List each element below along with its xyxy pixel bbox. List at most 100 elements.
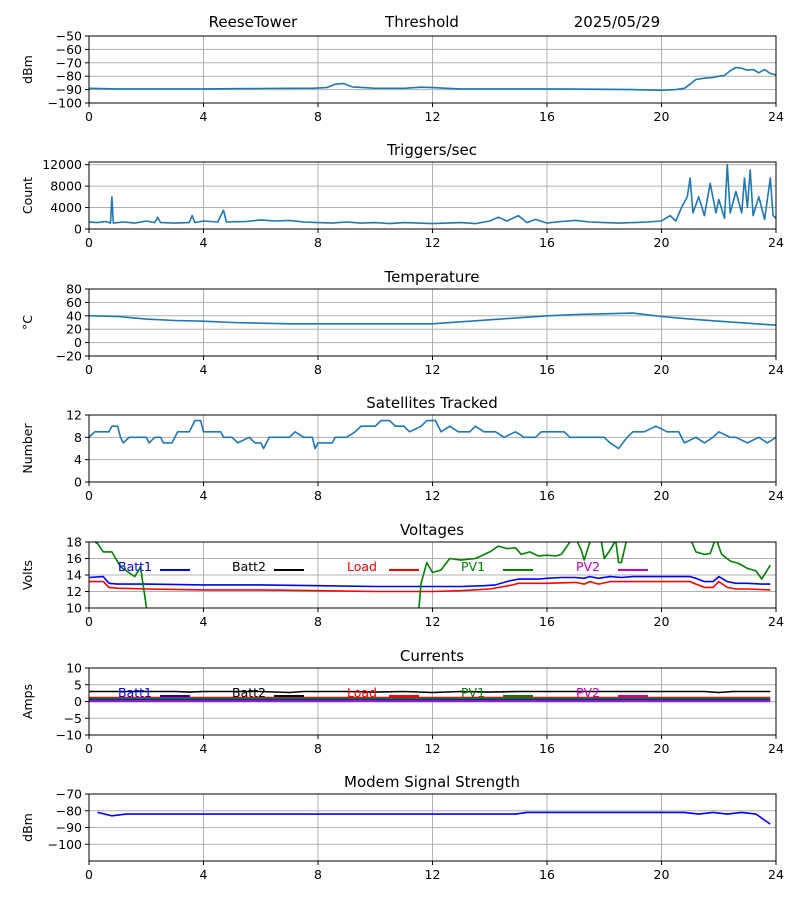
voltages-x-tick-label: 24 xyxy=(768,614,784,629)
satellites-series-0 xyxy=(89,419,776,450)
temperature-y-tick-label: −20 xyxy=(56,349,82,364)
modem-x-tick-label: 12 xyxy=(425,867,441,882)
currents-x-tick-label: 0 xyxy=(85,741,93,756)
currents-x-tick-label: 12 xyxy=(425,741,441,756)
voltages-series-batt1 xyxy=(89,575,771,588)
modem-x-tick-label: 0 xyxy=(85,867,93,882)
voltages-x-tick-label: 20 xyxy=(654,614,670,629)
currents-legend-batt1: Batt1 xyxy=(118,685,152,700)
temperature-y-tick-label: 0 xyxy=(74,335,82,350)
triggers-y-tick-label: 12000 xyxy=(42,157,82,172)
currents-x-tick-label: 24 xyxy=(768,741,784,756)
modem-y-tick-label: −90 xyxy=(56,820,82,835)
temperature-x-tick-label: 12 xyxy=(425,362,441,377)
triggers-x-tick-label: 0 xyxy=(85,235,93,250)
temperature-title: Temperature xyxy=(383,268,479,286)
voltages-legend-pv1: PV1 xyxy=(461,559,485,574)
voltages-y-tick-label: 10 xyxy=(66,601,82,616)
voltages-y-tick-label: 16 xyxy=(66,551,82,566)
temperature-y-tick-label: 80 xyxy=(66,282,82,297)
satellites-y-tick-label: 8 xyxy=(74,430,82,445)
currents-x-tick-label: 8 xyxy=(314,741,322,756)
satellites-x-tick-label: 20 xyxy=(654,488,670,503)
voltages-series-load xyxy=(89,580,771,593)
satellites-y-tick-label: 4 xyxy=(74,452,82,467)
voltages-series-pv1 xyxy=(93,542,771,608)
voltages-legend-batt2: Batt2 xyxy=(232,559,266,574)
triggers-title: Triggers/sec xyxy=(386,141,477,159)
satellites-x-tick-label: 8 xyxy=(314,488,322,503)
triggers-x-tick-label: 8 xyxy=(314,235,322,250)
triggers-x-tick-label: 16 xyxy=(539,235,555,250)
modem-series-0 xyxy=(97,811,771,825)
threshold-y-tick-label: −80 xyxy=(56,69,82,84)
currents-y-tick-label: −10 xyxy=(56,728,82,743)
threshold-x-tick-label: 8 xyxy=(314,109,322,124)
voltages-title: Voltages xyxy=(400,521,464,539)
threshold-x-tick-label: 20 xyxy=(654,109,670,124)
temperature-x-tick-label: 20 xyxy=(654,362,670,377)
threshold-x-tick-label: 0 xyxy=(85,109,93,124)
temperature-x-tick-label: 8 xyxy=(314,362,322,377)
threshold-y-axis-label: dBm xyxy=(20,55,35,84)
satellites-x-tick-label: 16 xyxy=(539,488,555,503)
currents-legend-load: Load xyxy=(347,685,377,700)
modem-y-tick-label: −100 xyxy=(48,837,82,852)
modem-y-axis-label: dBm xyxy=(20,813,35,842)
voltages-legend-pv2: PV2 xyxy=(576,559,600,574)
temperature-y-tick-label: 60 xyxy=(66,295,82,310)
modem-x-tick-label: 16 xyxy=(539,867,555,882)
satellites-x-tick-label: 24 xyxy=(768,488,784,503)
satellites-y-axis-label: Number xyxy=(20,423,35,474)
temperature-x-tick-label: 16 xyxy=(539,362,555,377)
triggers-y-tick-label: 8000 xyxy=(50,179,82,194)
currents-legend-pv1: PV1 xyxy=(461,685,485,700)
voltages-x-tick-label: 4 xyxy=(200,614,208,629)
triggers-series-0 xyxy=(89,163,776,225)
threshold-y-tick-label: −70 xyxy=(56,55,82,70)
threshold-title: Threshold xyxy=(384,13,459,31)
currents-y-tick-label: 10 xyxy=(66,661,82,676)
station-title: ReeseTower xyxy=(209,13,299,31)
voltages-y-tick-label: 14 xyxy=(66,568,82,583)
threshold-x-tick-label: 16 xyxy=(539,109,555,124)
currents-y-tick-label: 5 xyxy=(74,677,82,692)
voltages-x-tick-label: 8 xyxy=(314,614,322,629)
temperature-x-tick-label: 24 xyxy=(768,362,784,377)
currents-legend-batt2: Batt2 xyxy=(232,685,266,700)
voltages-y-tick-label: 18 xyxy=(66,535,82,550)
voltages-y-axis-label: Volts xyxy=(20,560,35,590)
currents-x-tick-label: 20 xyxy=(654,741,670,756)
triggers-x-tick-label: 4 xyxy=(200,235,208,250)
currents-y-tick-label: −5 xyxy=(64,711,82,726)
threshold-x-tick-label: 24 xyxy=(768,109,784,124)
satellites-x-tick-label: 4 xyxy=(200,488,208,503)
currents-series-batt2 xyxy=(89,690,771,694)
triggers-y-tick-label: 0 xyxy=(74,222,82,237)
modem-x-tick-label: 4 xyxy=(200,867,208,882)
currents-y-tick-label: 0 xyxy=(74,694,82,709)
voltages-x-tick-label: 0 xyxy=(85,614,93,629)
modem-title: Modem Signal Strength xyxy=(344,773,520,791)
currents-y-axis-label: Amps xyxy=(20,684,35,719)
temperature-series-0 xyxy=(89,312,776,326)
currents-x-tick-label: 16 xyxy=(539,741,555,756)
currents-legend-pv2: PV2 xyxy=(576,685,600,700)
threshold-x-tick-label: 4 xyxy=(200,109,208,124)
threshold-y-tick-label: −100 xyxy=(48,96,82,111)
voltages-legend-batt1: Batt1 xyxy=(118,559,152,574)
voltages-x-tick-label: 12 xyxy=(425,614,441,629)
satellites-title: Satellites Tracked xyxy=(366,394,497,412)
threshold-y-tick-label: −60 xyxy=(56,42,82,57)
triggers-y-tick-label: 4000 xyxy=(50,200,82,215)
temperature-y-axis-label: °C xyxy=(20,315,35,330)
threshold-y-tick-label: −50 xyxy=(56,29,82,44)
modem-y-tick-label: −80 xyxy=(56,803,82,818)
temperature-y-tick-label: 20 xyxy=(66,322,82,337)
satellites-y-tick-label: 12 xyxy=(66,408,82,423)
temperature-x-tick-label: 0 xyxy=(85,362,93,377)
temperature-y-tick-label: 40 xyxy=(66,308,82,323)
currents-x-tick-label: 4 xyxy=(200,741,208,756)
